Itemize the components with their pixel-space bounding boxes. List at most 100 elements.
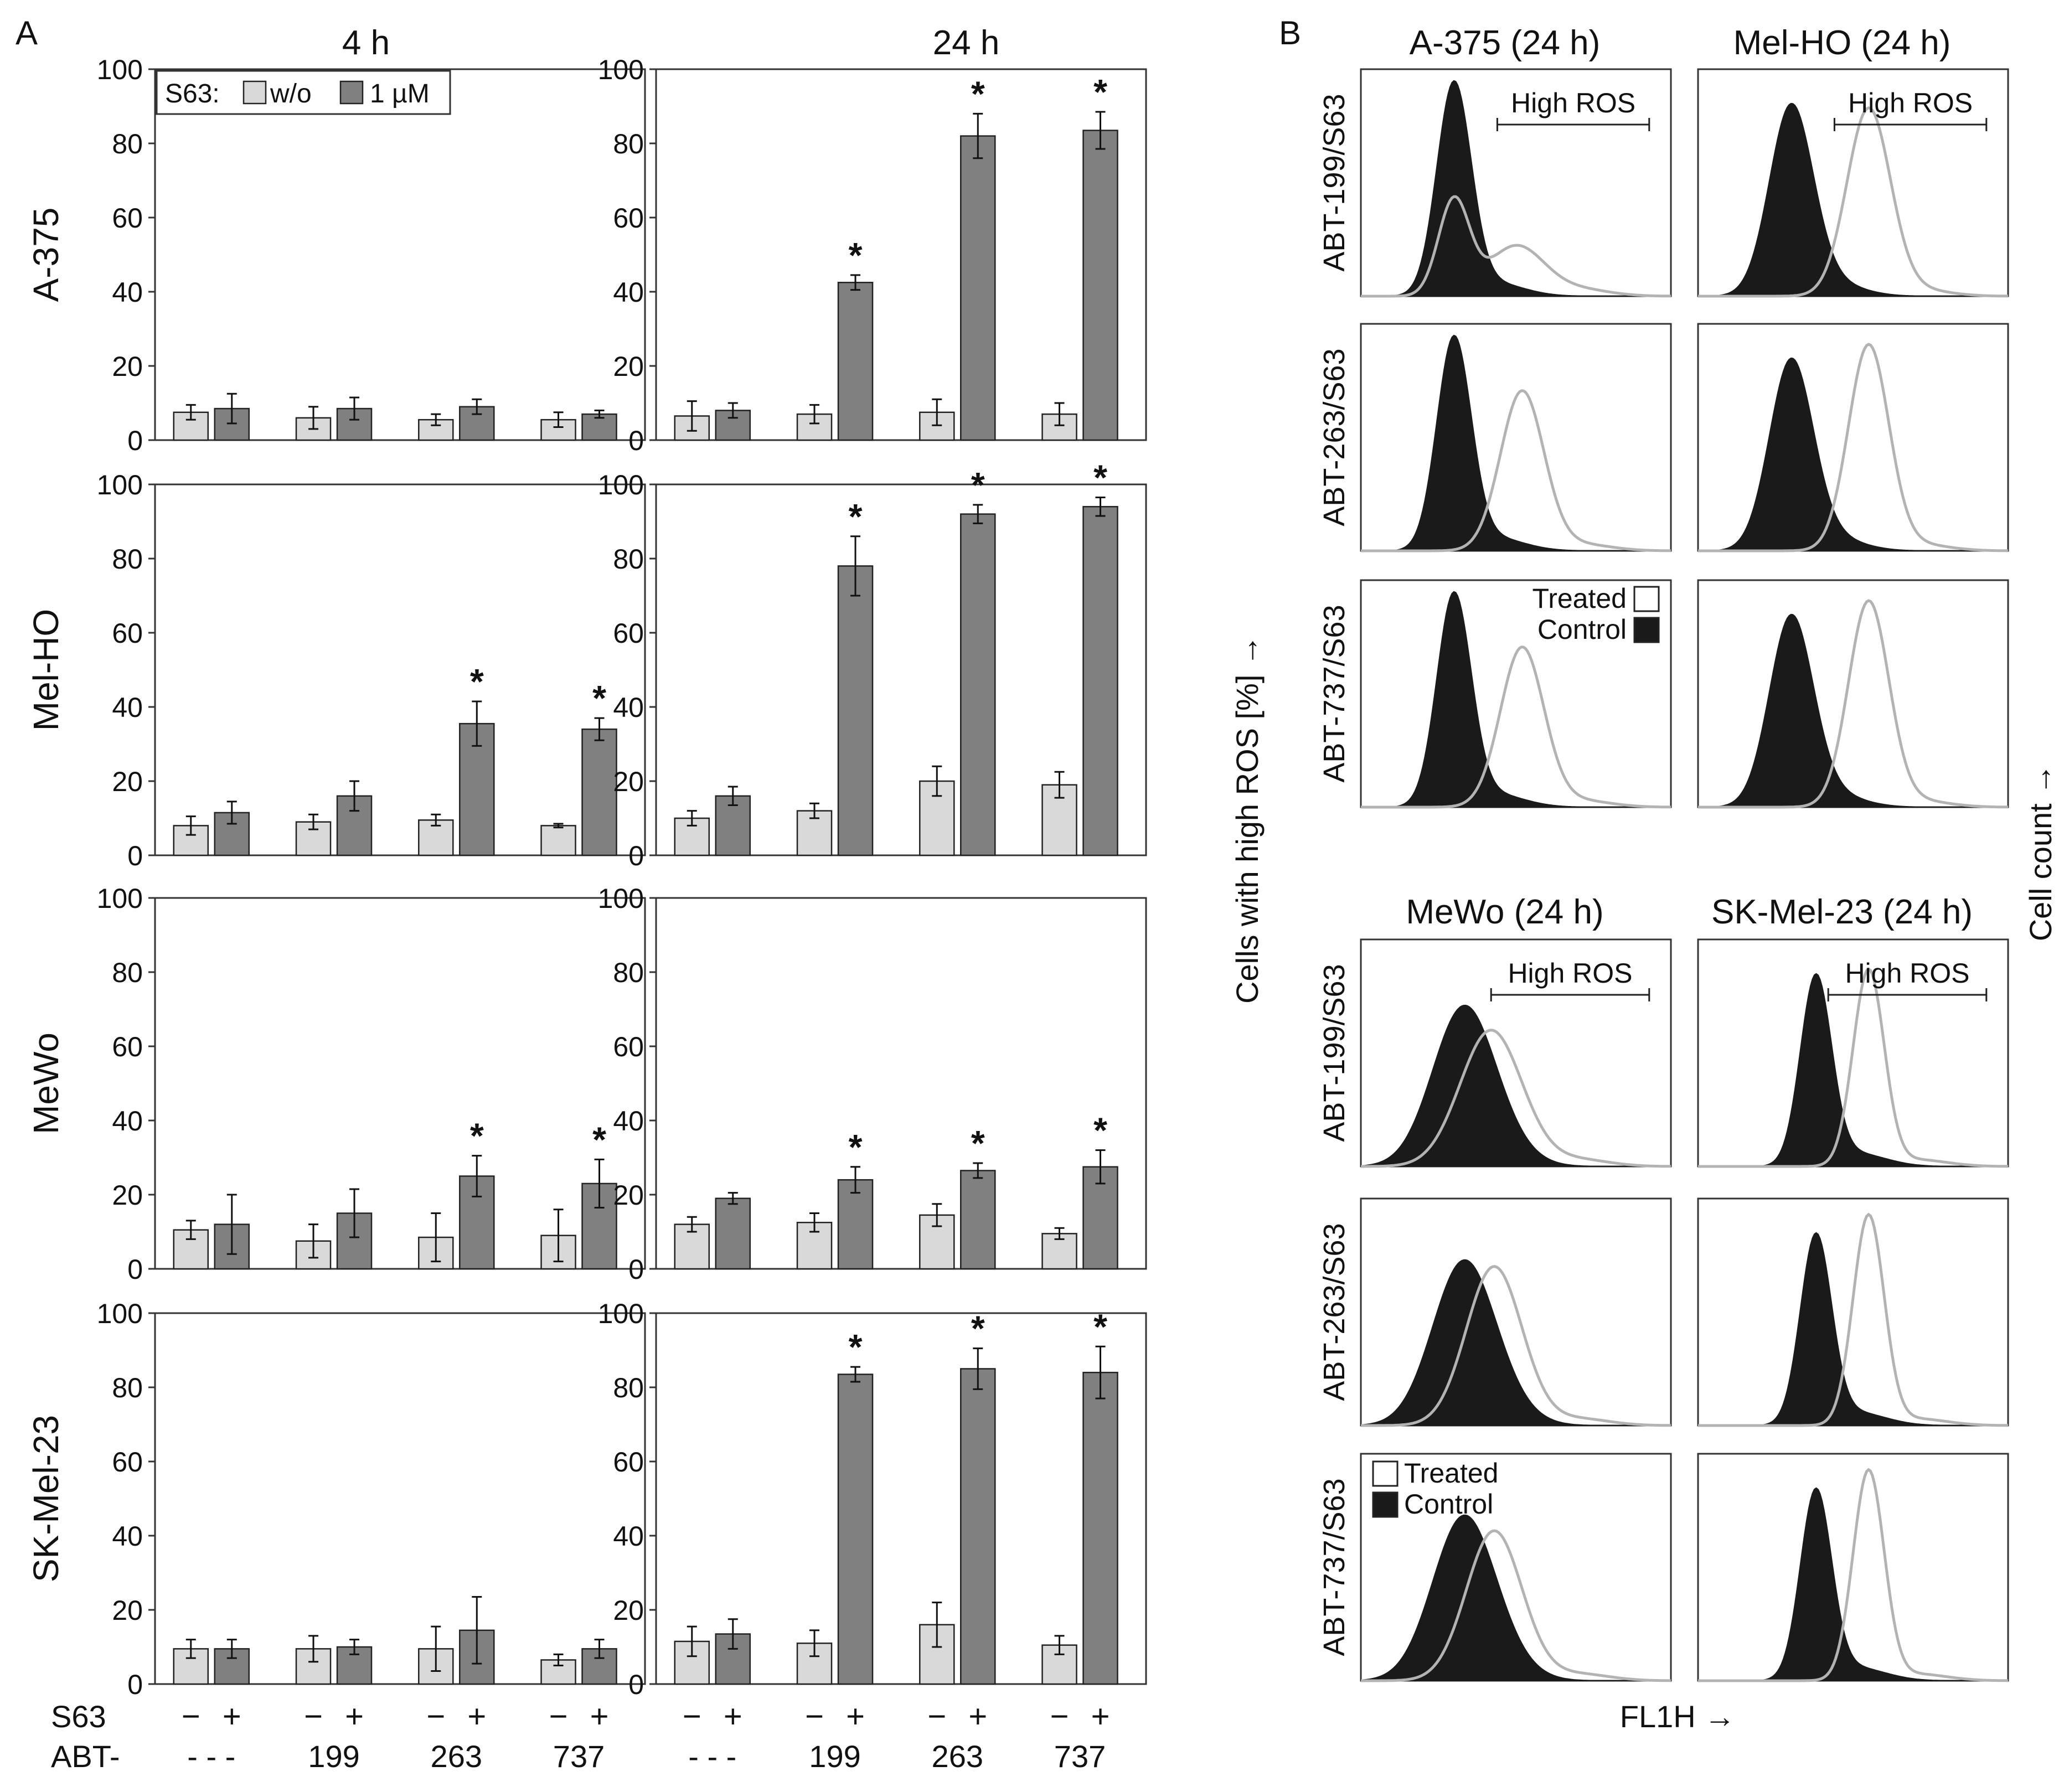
histogram-group-title: MeWo (24 h) — [1406, 893, 1603, 931]
y-tick-label: 100 — [97, 883, 143, 914]
y-tick-label: 0 — [628, 840, 644, 871]
histogram-row-label: ABT-737/S63 — [1318, 605, 1351, 782]
s63-minus: − — [549, 1698, 568, 1734]
y-tick-label: 0 — [127, 1254, 143, 1285]
y-tick-label: 60 — [112, 618, 143, 649]
y-axis-title: Cells with high ROS [%] → — [1230, 635, 1265, 1004]
significance-star: * — [849, 1127, 863, 1167]
significance-star: * — [971, 1309, 985, 1349]
histogram-group-title: A-375 (24 h) — [1410, 24, 1601, 62]
histogram-row-label: ABT-263/S63 — [1318, 348, 1351, 526]
y-tick-label: 0 — [628, 1254, 644, 1285]
control-histogram — [1697, 102, 2008, 297]
legend-box — [156, 70, 451, 115]
y-tick-label: 40 — [112, 277, 143, 308]
significance-star: * — [1093, 72, 1107, 112]
bar-chart-mel-ho-24h: 0 20 40 60 80 100 * * * — [598, 457, 1147, 871]
static-labels: A B 4 h 24 h Cells with high ROS [%] → — [16, 14, 1301, 1004]
treated-histogram — [1361, 1029, 1671, 1168]
y-tick-label: 60 — [112, 1447, 143, 1478]
panel-b-letter: B — [1279, 14, 1301, 51]
y-tick-label: 60 — [112, 203, 143, 234]
y-tick-label: 80 — [613, 128, 644, 159]
bar-1um-199 — [837, 565, 874, 856]
high-ros-label: High ROS — [1511, 87, 1635, 118]
y-tick-label: 80 — [613, 544, 644, 575]
y-tick-label: 80 — [112, 1372, 143, 1403]
legend-control-label: Control — [1537, 614, 1627, 645]
y-tick-label: 40 — [613, 1106, 644, 1137]
legend-treated-swatch — [1633, 586, 1660, 612]
bar-1um-199 — [837, 1373, 874, 1685]
bar-wo---- — [173, 1648, 209, 1685]
row-label-mewo: MeWo — [26, 1032, 66, 1134]
significance-star: * — [1093, 1306, 1107, 1346]
histogram-frame — [1360, 579, 1672, 808]
y-tick-label: 100 — [598, 883, 644, 914]
significance-star: * — [849, 1327, 863, 1367]
s63-minus: − — [1050, 1698, 1069, 1734]
histogram-frame — [1697, 1453, 2009, 1682]
abt-row-label: ABT- — [51, 1739, 120, 1774]
y-tick-label: 20 — [613, 766, 644, 797]
significance-star: * — [971, 465, 985, 505]
control-histogram — [1697, 613, 2008, 808]
bar-1um-737 — [1082, 1371, 1118, 1685]
abt-group-label: 263 — [431, 1739, 482, 1774]
significance-star: * — [592, 1119, 606, 1159]
treated-histogram — [1698, 106, 2009, 298]
row-label-a-375: A-375 — [26, 208, 66, 302]
legend-control-swatch — [1633, 617, 1660, 643]
treated-histogram — [1361, 389, 1671, 552]
plot-frame — [154, 483, 646, 856]
histogram-sk-mel-23-abt-737/s63 — [1697, 1453, 2009, 1682]
histogram-a-375-abt-263/s63: ABT-263/S63 — [1318, 323, 1672, 552]
significance-star: * — [971, 1123, 985, 1163]
bar-wo-737 — [540, 825, 576, 856]
s63-minus: − — [683, 1698, 701, 1734]
y-tick-label: 60 — [613, 618, 644, 649]
y-tick-label: 0 — [127, 425, 143, 456]
y-tick-label: 20 — [613, 1180, 644, 1211]
treated-histogram — [1361, 645, 1671, 809]
treated-histogram — [1698, 967, 2009, 1168]
s63-plus: + — [846, 1698, 865, 1734]
high-ros-label: High ROS — [1845, 958, 1969, 989]
bar-chart-sk-mel-23-24h: 0 20 40 60 80 100 * * * — [598, 1298, 1147, 1700]
y-tick-label: 40 — [613, 692, 644, 723]
control-histogram — [1360, 1259, 1671, 1426]
s63-row-label: S63 — [51, 1699, 106, 1734]
legend-label-1um: 1 µM — [370, 79, 430, 109]
bar-chart-a-375-24h: 0 20 40 60 80 100 * * * — [598, 54, 1147, 456]
treated-histogram — [1698, 1468, 2009, 1682]
significance-star: * — [849, 497, 863, 536]
s63-plus: + — [724, 1698, 742, 1734]
plot-frame — [655, 483, 1147, 856]
treated-histogram — [1698, 1212, 2009, 1427]
y-tick-label: 80 — [112, 544, 143, 575]
bar-1um---- — [715, 1197, 751, 1270]
y-tick-label: 60 — [613, 203, 644, 234]
y-tick-label: 100 — [598, 54, 644, 85]
abt-group-label: 199 — [308, 1739, 359, 1774]
bar-chart-sk-mel-23-4h: 0 20 40 60 80 100 SK-Mel-23 — [26, 1298, 646, 1700]
x-axis-label-fl1h: FL1H → — [1620, 1699, 1736, 1734]
histogram-frame — [1697, 68, 2009, 297]
y-tick-label: 100 — [598, 469, 644, 500]
histogram-row-label: ABT-263/S63 — [1318, 1223, 1351, 1401]
legend-prefix: S63: — [165, 79, 220, 109]
control-histogram — [1361, 334, 1671, 551]
s63-minus: − — [426, 1698, 445, 1734]
histogram-mewo-abt-263/s63: ABT-263/S63 — [1318, 1197, 1672, 1427]
abt-group-label: 737 — [1054, 1739, 1106, 1774]
bar-1um-263 — [960, 135, 996, 441]
y-tick-label: 0 — [628, 425, 644, 456]
histogram-group-title: Mel-HO (24 h) — [1733, 24, 1951, 62]
histogram-frame — [1360, 323, 1672, 552]
legend-control-swatch — [1372, 1491, 1399, 1518]
row-label-sk-mel-23: SK-Mel-23 — [26, 1415, 66, 1582]
bar-1um-737 — [1082, 505, 1118, 856]
treated-histogram — [1361, 1529, 1671, 1682]
legend-control-label: Control — [1404, 1489, 1493, 1520]
